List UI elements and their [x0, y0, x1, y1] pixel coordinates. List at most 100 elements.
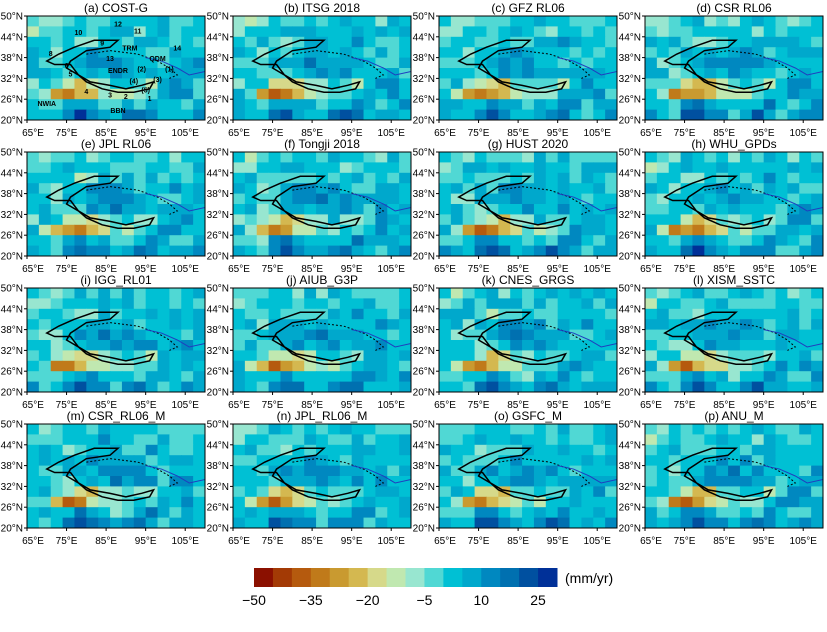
grid-cell	[787, 47, 800, 59]
grid-cell	[292, 455, 305, 467]
grid-cell	[668, 47, 682, 59]
grid-cell	[399, 455, 412, 467]
grid-cell	[327, 204, 341, 215]
grid-cell	[474, 298, 487, 310]
grid-cell	[799, 424, 812, 435]
grid-cell	[280, 371, 293, 383]
grid-cell	[775, 109, 788, 121]
grid-cell	[533, 496, 547, 508]
grid-cell	[193, 245, 206, 257]
grid-cell	[775, 57, 788, 69]
grid-cell	[233, 319, 246, 331]
grid-cell	[533, 172, 547, 184]
grid-cell	[787, 109, 800, 121]
grid-cell	[375, 172, 388, 184]
grid-cell	[280, 517, 293, 529]
grid-cell	[656, 329, 670, 341]
grid-cell	[545, 308, 559, 320]
grid-cell	[581, 57, 594, 69]
plot-frame	[644, 423, 824, 529]
grid-cell	[363, 496, 376, 508]
grid-cell	[593, 47, 606, 59]
grid-cell	[739, 455, 753, 467]
grid-cell	[605, 224, 618, 236]
lon-tick-label: 75°E	[56, 400, 78, 411]
grid-cell	[728, 152, 741, 163]
grid-cell	[557, 172, 571, 184]
grid-cell	[668, 224, 682, 236]
grid-cell	[739, 319, 753, 331]
grid-cell	[38, 235, 52, 247]
grid-cell	[462, 183, 476, 195]
grid-cell	[486, 455, 499, 467]
grid-cell	[728, 245, 741, 257]
grid-cell	[280, 109, 293, 121]
grid-cell	[38, 298, 52, 310]
grid-cell	[680, 26, 693, 38]
grid-cell	[775, 78, 788, 90]
grid-cell	[811, 109, 824, 121]
grid-cell	[522, 16, 535, 27]
grid-cell	[62, 26, 75, 38]
grid-cell	[339, 68, 353, 79]
grid-cell	[375, 288, 388, 299]
grid-cell	[38, 465, 52, 477]
grid-cell	[304, 298, 317, 310]
grid-cell	[450, 424, 464, 435]
grid-cell	[545, 152, 559, 163]
grid-cell	[62, 486, 75, 498]
panel-title: (h) WHU_GPDs	[691, 137, 776, 151]
grid-cell	[510, 245, 523, 257]
grid-cell	[399, 507, 412, 519]
grid-cell	[533, 308, 547, 320]
grid-cell	[692, 36, 705, 48]
grid-cell	[387, 517, 400, 529]
grid-cell	[775, 99, 788, 111]
grid-cell	[787, 26, 800, 38]
grid-cell	[763, 360, 777, 372]
grid-cell	[181, 16, 194, 27]
grid-cell	[656, 308, 670, 320]
grid-cell	[668, 381, 682, 393]
plot-frame	[644, 151, 824, 257]
grid-cell	[38, 381, 52, 393]
grid-cell	[233, 152, 246, 163]
grid-cell	[399, 172, 412, 184]
grid-cell	[775, 172, 788, 184]
grid-cell	[751, 360, 765, 372]
grid-cell	[704, 172, 717, 184]
grid-cell	[375, 465, 388, 477]
grid-cell	[462, 235, 476, 247]
lon-tick-label: 105°E	[378, 264, 406, 275]
grid-cell	[98, 162, 111, 174]
grid-cell	[98, 476, 111, 487]
grid-cell	[74, 465, 87, 477]
grid-cell	[593, 288, 606, 299]
grid-cell	[50, 350, 64, 362]
grid-cell	[510, 455, 523, 467]
grid-cell	[692, 235, 705, 247]
grid-cell	[363, 183, 376, 195]
grid-cell	[145, 319, 159, 331]
grid-cell	[399, 204, 412, 215]
grid-cell	[533, 444, 547, 456]
lat-tick-label: 32°N	[207, 74, 229, 85]
grid-cell	[811, 152, 824, 163]
grid-cell	[751, 434, 765, 446]
grid-cell	[593, 36, 606, 48]
grid-cell	[62, 319, 75, 331]
grid-cell	[656, 381, 670, 393]
grid-cell	[145, 381, 159, 393]
grid-cell	[50, 465, 64, 477]
grid-cell	[787, 340, 800, 351]
grid-cell	[486, 172, 499, 184]
grid-cell	[327, 57, 341, 69]
grid-cell	[799, 36, 812, 48]
grid-cell	[121, 235, 135, 247]
grid-cell	[692, 308, 705, 320]
grid-cell	[304, 507, 317, 519]
grid-cell	[86, 381, 99, 393]
grid-cell	[668, 68, 682, 79]
colorbar-tick-label: −50	[242, 592, 266, 608]
grid-cell	[327, 340, 341, 351]
